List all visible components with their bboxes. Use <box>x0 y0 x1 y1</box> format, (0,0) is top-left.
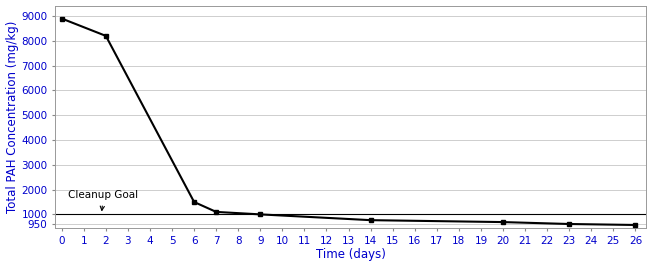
X-axis label: Time (days): Time (days) <box>316 249 386 261</box>
Y-axis label: Total PAH Concentration (mg/kg): Total PAH Concentration (mg/kg) <box>6 21 18 213</box>
Text: Cleanup Goal: Cleanup Goal <box>68 190 138 210</box>
